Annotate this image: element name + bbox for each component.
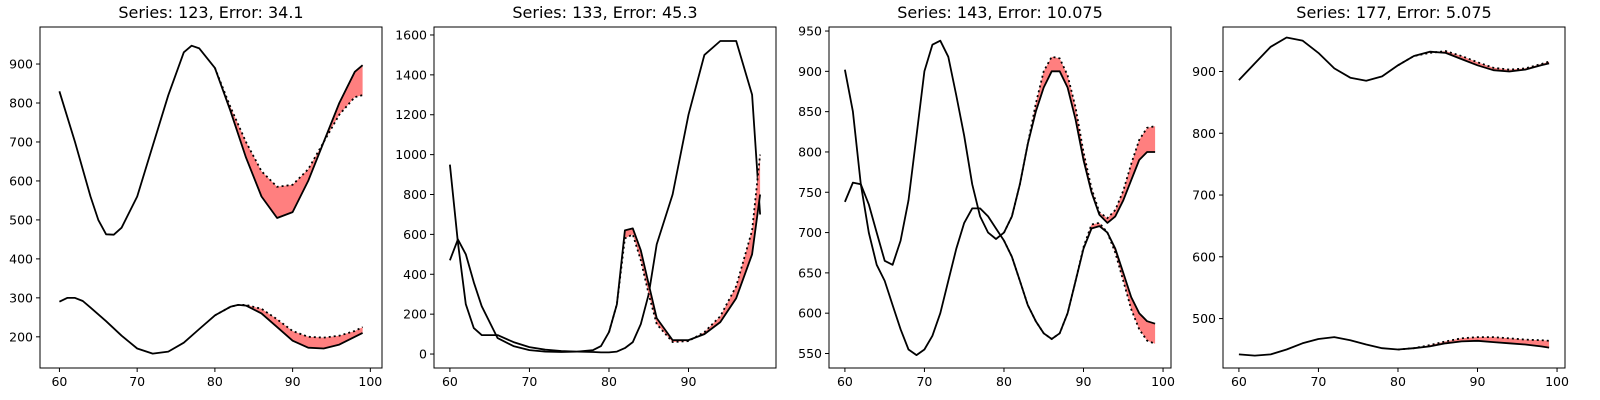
forecast-line-series-1: [214, 67, 363, 188]
axes-frame: [39, 26, 383, 369]
y-tick-label: 600: [1192, 249, 1216, 264]
x-tick-label: 100: [358, 374, 382, 389]
y-tick-label: 400: [403, 267, 427, 282]
forecast-line-series-2: [1003, 55, 1156, 233]
chart-title: Series: 133, Error: 45.3: [512, 3, 697, 22]
y-tick-label: 900: [798, 64, 822, 79]
y-tick-label: 300: [9, 290, 33, 305]
chart-title: Series: 123, Error: 34.1: [118, 3, 303, 22]
x-tick-label: 100: [1151, 374, 1175, 389]
actual-line-series-1: [449, 40, 761, 354]
chart-panel-2: 60 70 80 90 0 200 400 600 800 1000 1200 1400 1600 Ser…: [395, 3, 777, 389]
x-tick-label: 90: [1470, 374, 1486, 389]
y-tick-label: 900: [1192, 64, 1216, 79]
chart-panel-1: 60 70 80 90 100 200 300 400 500 600 700 800 900 Serie…: [9, 3, 383, 389]
x-tick-label: 70: [916, 374, 932, 389]
x-tick-label: 70: [1310, 374, 1326, 389]
y-tick-label: 550: [798, 346, 822, 361]
error-fill-series-1: [1004, 222, 1156, 344]
y-tick-label: 750: [798, 185, 822, 200]
y-tick-label: 600: [9, 173, 33, 188]
x-tick-label: 90: [681, 374, 697, 389]
plot-area: [58, 44, 364, 355]
x-tick-label: 60: [1231, 374, 1247, 389]
chart-title: Series: 177, Error: 5.075: [1296, 3, 1491, 22]
x-tick-label: 70: [521, 374, 537, 389]
x-tick-label: 80: [207, 374, 223, 389]
x-tick-label: 100: [1545, 374, 1569, 389]
y-tick-label: 950: [798, 24, 822, 39]
y-tick-label: 850: [798, 104, 822, 119]
chart-title: Series: 143, Error: 10.075: [897, 3, 1103, 22]
x-tick-label: 60: [442, 374, 458, 389]
actual-line-series-2: [449, 194, 761, 353]
x-tick-label: 90: [1076, 374, 1092, 389]
actual-line-series-2: [1238, 336, 1550, 357]
x-tick-label: 70: [129, 374, 145, 389]
y-tick-label: 800: [798, 144, 822, 159]
y-tick-label: 1400: [395, 67, 427, 82]
actual-line-series-1: [58, 44, 364, 236]
axes-frame: [433, 26, 777, 369]
y-tick-label: 600: [798, 306, 822, 321]
actual-line-series-2: [59, 296, 364, 355]
chart-panel-4: 60 70 80 90 100 500 600 700 800 900 Series: 177, E…: [1192, 3, 1569, 389]
plot-area: [1238, 36, 1550, 357]
y-tick-label: 800: [403, 187, 427, 202]
axes-frame: [1222, 26, 1566, 369]
y-tick-label: 500: [9, 212, 33, 227]
forecast-line-series-2: [608, 154, 761, 344]
x-tick-label: 80: [601, 374, 617, 389]
x-tick-label: 60: [837, 374, 853, 389]
x-tick-label: 90: [285, 374, 301, 389]
actual-line-series-1: [844, 69, 1156, 357]
y-tick-label: 700: [1192, 188, 1216, 203]
y-tick-label: 900: [9, 57, 33, 72]
y-tick-label: 200: [9, 329, 33, 344]
plot-area: [449, 40, 761, 354]
x-tick-label: 60: [51, 374, 67, 389]
error-fill-series-1: [214, 65, 363, 218]
y-tick-label: 700: [798, 225, 822, 240]
x-tick-label: 80: [1390, 374, 1406, 389]
y-tick-label: 600: [403, 227, 427, 242]
y-tick-label: 1200: [395, 107, 427, 122]
y-tick-label: 700: [9, 134, 33, 149]
error-fill-series-2: [1398, 337, 1550, 350]
x-tick-label: 80: [996, 374, 1012, 389]
plot-area: [844, 39, 1156, 357]
y-tick-label: 800: [1192, 126, 1216, 141]
actual-line-series-1: [1238, 36, 1550, 82]
y-tick-label: 800: [9, 95, 33, 110]
y-tick-label: 650: [798, 265, 822, 280]
y-tick-label: 500: [1192, 311, 1216, 326]
y-tick-label: 1600: [395, 27, 427, 42]
y-tick-label: 1000: [395, 147, 427, 162]
forecast-line-series-1: [1003, 221, 1156, 345]
actual-line-series-2: [844, 39, 1156, 266]
error-fill-series-2: [609, 154, 761, 343]
axes-frame: [828, 26, 1172, 369]
chart-panel-3: 60 70 80 90 100 550 600 650 700 750 800 850 900 950 Se…: [798, 3, 1175, 389]
y-tick-label: 0: [419, 347, 427, 362]
y-tick-label: 400: [9, 251, 33, 266]
error-fill-series-2: [214, 304, 363, 349]
error-fill-series-2: [1004, 56, 1156, 233]
y-tick-label: 200: [403, 307, 427, 322]
